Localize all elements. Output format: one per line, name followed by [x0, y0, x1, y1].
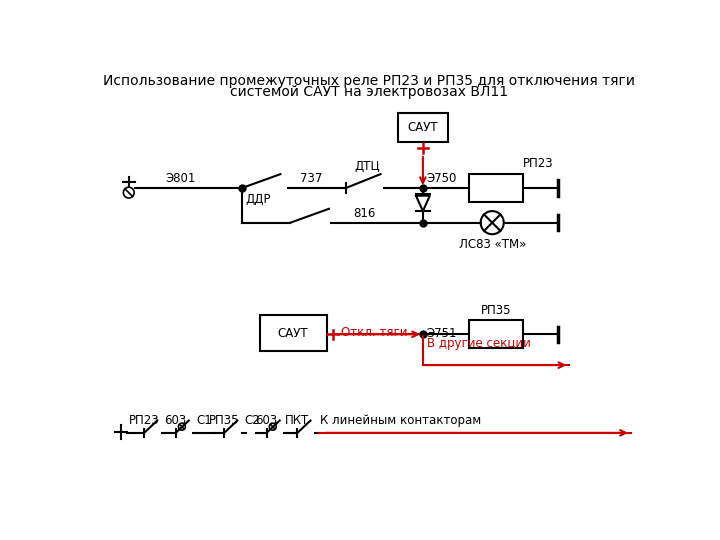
Text: 816: 816 — [354, 207, 376, 220]
Text: Э751: Э751 — [427, 327, 457, 340]
Text: ДТЦ: ДТЦ — [355, 160, 380, 173]
Text: В другие секции: В другие секции — [427, 337, 531, 350]
Text: Э750: Э750 — [427, 172, 457, 185]
Bar — [260, 315, 327, 351]
Text: РП23: РП23 — [523, 157, 554, 170]
Text: Откл. тяги: Откл. тяги — [341, 326, 407, 339]
Text: РП35: РП35 — [209, 414, 240, 427]
Text: 603: 603 — [256, 414, 278, 427]
Bar — [469, 320, 523, 348]
Bar — [398, 112, 448, 142]
Text: РП23: РП23 — [129, 414, 159, 427]
Text: ЛС83 «ТМ»: ЛС83 «ТМ» — [459, 238, 526, 251]
Text: К линейным контакторам: К линейным контакторам — [320, 414, 482, 427]
Text: 737: 737 — [300, 172, 322, 185]
Text: ПКТ: ПКТ — [285, 414, 310, 427]
Text: Использование промежуточных реле РП23 и РП35 для отключения тяги: Использование промежуточных реле РП23 и … — [103, 74, 635, 88]
Text: системой САУТ на электровозах ВЛ11: системой САУТ на электровозах ВЛ11 — [230, 85, 508, 99]
Text: Э801: Э801 — [165, 172, 196, 185]
Text: САУТ: САУТ — [278, 327, 308, 340]
Text: С2: С2 — [245, 414, 261, 427]
Text: С1: С1 — [197, 414, 212, 427]
Bar — [469, 174, 523, 202]
Text: 603: 603 — [165, 414, 187, 427]
Text: ДДР: ДДР — [246, 193, 271, 206]
Text: РП35: РП35 — [481, 305, 511, 318]
Text: САУТ: САУТ — [408, 120, 438, 134]
